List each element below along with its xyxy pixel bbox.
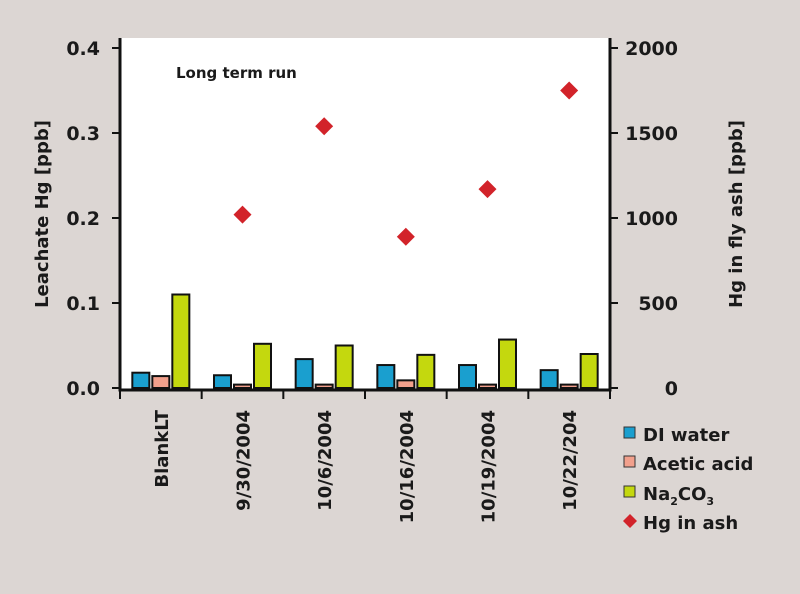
bar-di-water (458, 364, 477, 389)
legend-swatch-di-water (623, 426, 636, 439)
chart-title: Long term run (176, 64, 297, 82)
point-hg-in-ash (396, 227, 415, 246)
legend-label-na2co3: Na2CO3 (643, 484, 714, 508)
legend-label-hg-in-ash: Hg in ash (643, 513, 738, 534)
y2-tick-label: 1000 (625, 208, 678, 230)
x-tick-label: 10/16/2004 (397, 410, 418, 523)
point-hg-in-ash (315, 117, 334, 136)
y2-tick-label: 500 (638, 293, 678, 315)
y-tick-label: 0.0 (66, 378, 100, 400)
x-tick-label: 9/30/2004 (234, 410, 255, 511)
legend: DI water Acetic acid Na2CO3 Hg in ash (623, 425, 753, 534)
bar-di-water (131, 371, 151, 390)
x-tick-label: 10/19/2004 (479, 410, 500, 523)
legend-label-acetic-acid: Acetic acid (643, 454, 753, 475)
plot-area (120, 38, 610, 390)
bar-na2co3 (171, 293, 191, 389)
bar-acetic-acid (314, 383, 334, 390)
y2-tick-label: 1500 (625, 123, 678, 145)
point-hg-in-ash (560, 81, 579, 100)
bar-acetic-acid (396, 379, 416, 390)
bar-na2co3 (498, 338, 517, 389)
x-tick-label: 10/22/204 (560, 410, 581, 511)
bar-acetic-acid (233, 383, 252, 390)
bar-na2co3 (253, 342, 272, 389)
y2-tick-label: 0 (665, 378, 678, 400)
bar-acetic-acid (151, 375, 171, 390)
y2-tick-label: 2000 (625, 38, 678, 60)
bar-acetic-acid (478, 383, 497, 390)
y-tick-label: 0.4 (66, 38, 100, 60)
bar-di-water (539, 369, 559, 389)
bar-na2co3 (579, 353, 599, 389)
bar-di-water (376, 364, 396, 389)
x-tick-label: 10/6/2004 (315, 410, 336, 511)
bar-na2co3 (334, 344, 354, 389)
legend-swatch-na2co3 (623, 485, 636, 498)
y-tick-label: 0.3 (66, 123, 100, 145)
legend-swatch-acetic-acid (623, 455, 636, 468)
point-hg-in-ash (478, 180, 497, 199)
y-tick-label: 0.2 (66, 208, 100, 230)
x-tick-label: BlankLT (152, 409, 173, 487)
point-hg-in-ash (233, 205, 252, 224)
y-tick-label: 0.1 (66, 293, 100, 315)
bar-di-water (213, 374, 232, 389)
y-axis-label: Leachate Hg [ppb] (32, 120, 53, 308)
bar-na2co3 (416, 353, 436, 390)
legend-label-di-water: DI water (643, 425, 729, 446)
legend-swatch-hg-in-ash (623, 514, 637, 528)
y2-axis-label: Hg in fly ash [ppb] (726, 120, 747, 308)
bar-acetic-acid (559, 383, 579, 390)
bar-di-water (294, 358, 314, 390)
